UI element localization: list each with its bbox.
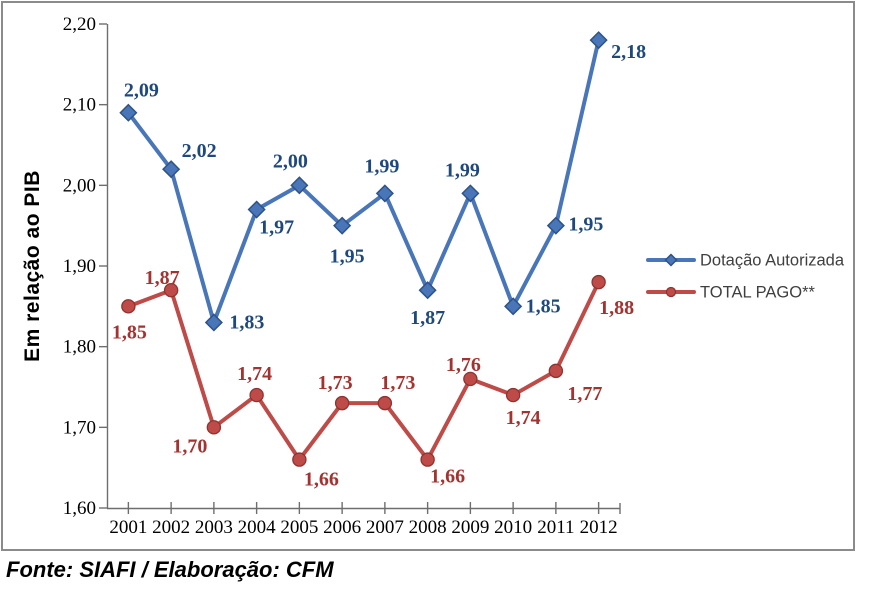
data-point-marker-0 [589,31,608,50]
data-point-label-0: 1,99 [445,159,480,181]
data-point-label-0: 1,95 [330,246,365,268]
data-point-label-0: 1,83 [229,311,264,333]
data-point-marker-0 [461,184,480,203]
data-point-label-1: 1,73 [380,372,415,394]
x-tick-label: 2003 [195,517,233,538]
x-tick-label: 2002 [152,517,190,538]
data-point-label-1: 1,74 [237,363,272,385]
data-point-label-0: 2,18 [611,41,646,63]
y-tick-label: 1,90 [63,256,96,277]
data-point-label-0: 1,85 [526,295,561,317]
series-line-0 [126,38,601,325]
data-point-marker-0 [333,216,352,235]
x-tick-label: 2008 [409,517,447,538]
x-tick-label: 2009 [451,517,489,538]
y-tick-label: 2,00 [63,175,96,196]
line-chart: 1,60 1,70 1,80 1,90 2,00 2,10 2,20 2001 2002 2003… [21,14,845,538]
data-point-label-1: 1,66 [304,469,339,491]
x-tick-label: 2001 [109,517,147,538]
x-tick-label: 2005 [280,517,318,538]
data-point-label-1: 1,88 [599,297,634,319]
data-point-label-0: 2,09 [124,80,159,102]
legend-label-0: Dotação Autorizada [700,252,845,270]
data-point-label-0: 1,87 [410,307,445,329]
data-point-marker-1 [463,371,478,387]
data-point-label-0: 1,97 [259,217,294,239]
x-tick-label: 2004 [238,517,277,538]
data-point-marker-1 [505,387,521,403]
data-point-marker-1 [548,363,564,379]
x-tick-label: 2006 [323,517,361,538]
data-point-label-1: 1,87 [145,267,180,289]
data-point-label-1: 1,66 [430,466,465,488]
data-point-label-1: 1,74 [506,407,541,429]
y-tick-label: 1,70 [63,417,96,438]
data-point-marker-0 [546,216,565,235]
y-tick-label: 2,20 [63,14,96,35]
data-point-marker-0 [290,176,309,195]
x-tick-label: 2012 [580,517,618,538]
x-tick-label: 2011 [537,517,574,538]
data-point-label-1: 1,70 [172,435,207,457]
y-axis-title: Em relação ao PIB [21,170,44,362]
y-tick-label: 1,80 [63,337,96,358]
data-point-marker-1 [206,420,222,435]
source-note: Fonte: SIAFI / Elaboração: CFM [6,557,334,582]
data-point-label-0: 1,99 [364,155,399,177]
data-point-marker-0 [204,313,223,332]
data-point-label-0: 2,00 [273,150,308,172]
data-point-label-1: 1,76 [446,354,481,376]
legend-marker-0 [664,253,678,267]
data-point-label-0: 2,02 [182,140,217,162]
data-point-marker-0 [247,200,266,219]
series-line-1 [126,280,601,462]
x-tick-label: 2007 [366,517,404,538]
data-point-marker-1 [591,274,606,290]
x-tick-label: 2010 [494,517,532,538]
data-point-label-1: 1,77 [567,383,602,405]
y-tick-label: 2,10 [63,95,96,116]
data-point-marker-0 [162,160,181,179]
legend-label-1: TOTAL PAGO** [700,284,815,302]
data-point-marker-1 [420,452,435,467]
data-point-marker-1 [249,387,264,403]
data-point-marker-1 [292,452,307,467]
data-point-marker-1 [163,282,179,298]
data-point-marker-0 [375,184,394,203]
data-point-marker-1 [121,299,136,314]
data-point-marker-1 [377,395,393,411]
legend-marker-1 [665,286,677,298]
data-point-marker-0 [418,281,437,300]
y-tick-label: 1,60 [63,498,96,519]
data-point-label-1: 1,85 [112,321,147,343]
data-point-label-1: 1,73 [318,372,353,394]
data-point-marker-0 [119,103,138,122]
data-point-marker-1 [334,395,350,411]
data-point-marker-0 [504,297,523,316]
data-point-label-0: 1,95 [568,214,603,236]
